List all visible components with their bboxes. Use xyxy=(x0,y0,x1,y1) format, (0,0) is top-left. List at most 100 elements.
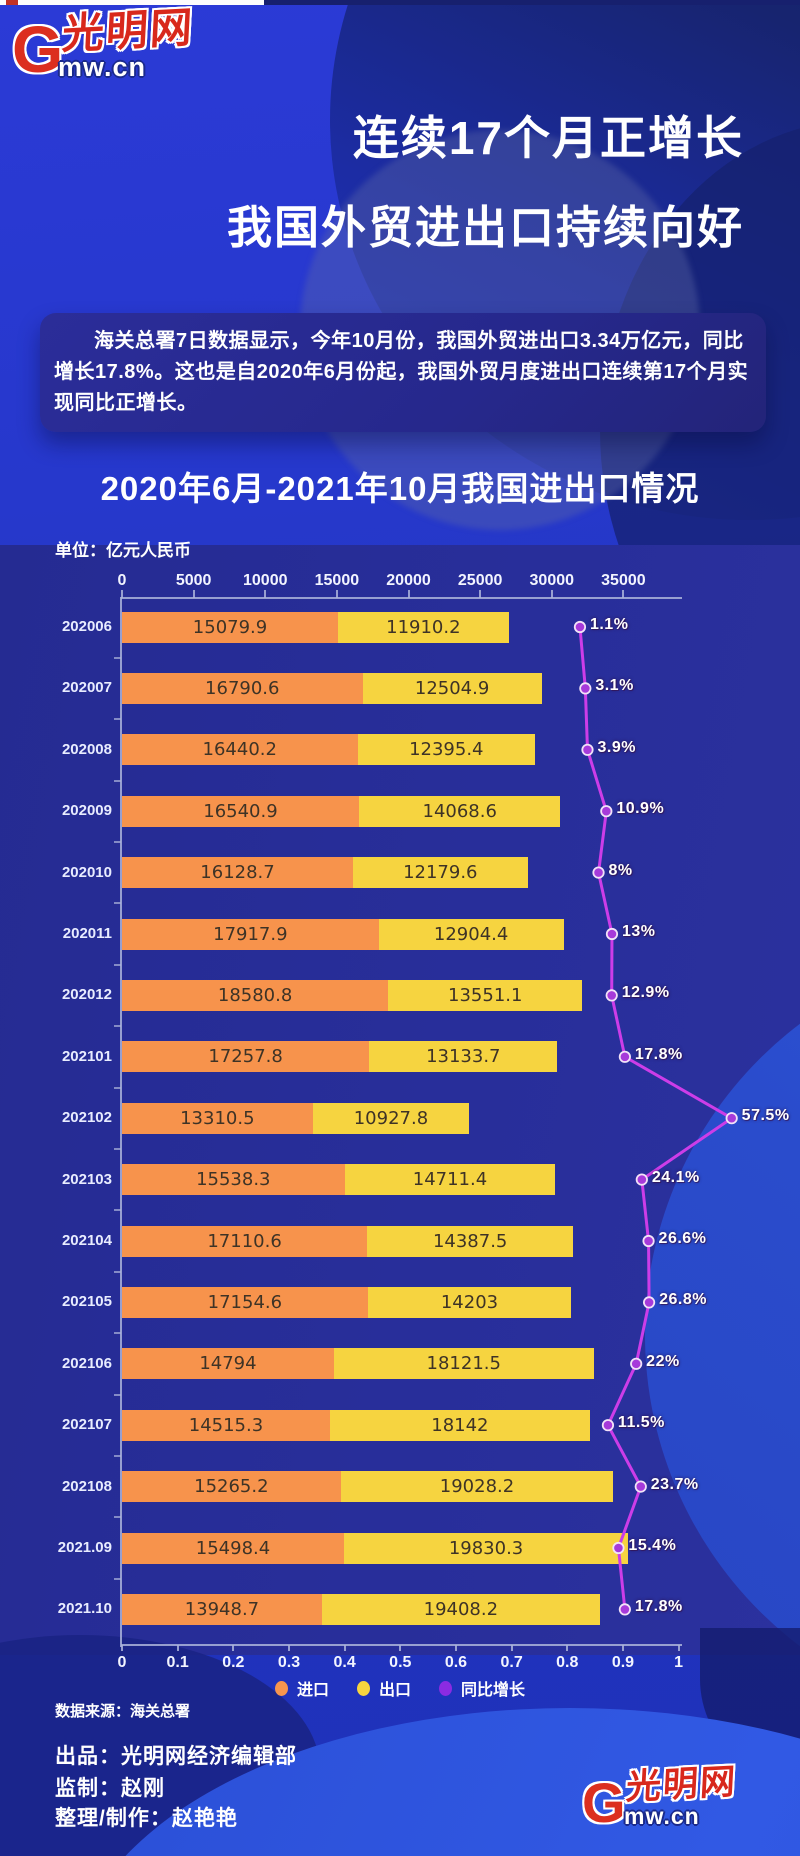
export-bar-value: 14203 xyxy=(440,1291,499,1313)
import-bar-value: 16540.9 xyxy=(203,800,278,822)
growth-value-label: 10.9% xyxy=(616,800,665,818)
import-bar-segment: 16440.2 xyxy=(122,734,358,766)
x-axis-bottom-tick-mark xyxy=(399,1645,402,1651)
import-bar-segment: 16790.6 xyxy=(122,672,363,704)
legend-dot-icon xyxy=(356,1680,370,1696)
growth-value-label: 13% xyxy=(621,923,656,940)
x-axis-top-tick-mark xyxy=(622,590,625,598)
y-axis-gap-tick xyxy=(114,1332,121,1335)
gmw-logo-bottom: G 光明网 mw.cn xyxy=(560,1755,790,1850)
y-axis-gap-tick xyxy=(114,718,121,721)
import-bar-segment: 14515.3 xyxy=(122,1409,330,1441)
import-bar-value: 15265.2 xyxy=(194,1476,269,1498)
import-bar-value: 17154.6 xyxy=(207,1291,283,1313)
bar-row-label: 202009 xyxy=(61,802,112,820)
export-bar-segment: 18142 xyxy=(329,1409,590,1441)
export-bar-segment: 14068.6 xyxy=(358,795,561,827)
export-bar-segment: 13133.7 xyxy=(369,1041,558,1073)
main-title-line1: 连续17个月正增长 xyxy=(352,112,744,164)
y-axis-gap-tick xyxy=(114,779,121,782)
import-bar-segment: 18580.8 xyxy=(122,979,389,1011)
bar-row-label: 2021.10 xyxy=(57,1600,112,1618)
x-axis-bottom-tick-mark xyxy=(621,1645,624,1651)
x-axis-bottom-tick-label: 0.1 xyxy=(166,1654,189,1671)
x-axis-bottom-line xyxy=(121,1644,682,1646)
import-bar-segment: 17257.8 xyxy=(122,1041,370,1073)
legend-label: 同比增长 xyxy=(461,1682,526,1699)
x-axis-bottom-tick-label: 0.7 xyxy=(500,1654,523,1671)
export-bar-value: 12395.4 xyxy=(409,739,484,761)
growth-value-label: 17.8% xyxy=(634,1598,683,1616)
growth-value-label: 17.8% xyxy=(634,1045,683,1063)
import-bar-value: 17917.9 xyxy=(213,923,288,945)
growth-value-label: 26.8% xyxy=(659,1291,707,1309)
growth-value-label: 3.9% xyxy=(597,738,636,756)
x-axis-top-tick-label: 35000 xyxy=(601,572,646,589)
growth-value-label: 1.1% xyxy=(589,616,629,633)
gmw-logo-top: G 光明网 mw.cn xyxy=(0,0,260,110)
intro-box: 海关总署7日数据显示，今年10月份，我国外贸进出口3.34万亿元，同比增长17.… xyxy=(40,313,766,432)
bar-row-label: 202010 xyxy=(61,863,112,881)
x-axis-top-tick-mark xyxy=(407,590,410,598)
credit-supervisor: 监制：赵刚 xyxy=(55,1777,165,1800)
growth-value-label: 23.7% xyxy=(650,1475,699,1493)
y-axis-gap-tick xyxy=(114,840,121,843)
x-axis-top-tick-label: 30000 xyxy=(529,572,575,589)
import-bar-segment: 17917.9 xyxy=(122,918,379,950)
x-axis-top-tick-label: 20000 xyxy=(386,572,431,589)
gmw-logo-chinese: 光明网 xyxy=(625,1762,738,1807)
import-bar-segment: 13948.7 xyxy=(122,1593,322,1625)
import-bar-value: 16128.7 xyxy=(200,862,275,884)
x-axis-bottom-tick-mark xyxy=(232,1645,235,1651)
bar-row-label: 202103 xyxy=(61,1170,112,1188)
import-bar-segment: 17154.6 xyxy=(122,1286,368,1318)
legend-label: 进口 xyxy=(296,1682,329,1699)
growth-value-label: 24.1% xyxy=(651,1168,700,1186)
import-bar-segment: 15498.4 xyxy=(122,1532,345,1564)
export-bar-segment: 14203 xyxy=(367,1286,572,1318)
export-bar-value: 14387.5 xyxy=(432,1230,508,1252)
x-axis-top-tick-label: 5000 xyxy=(175,572,212,589)
y-axis-gap-tick xyxy=(114,1025,121,1028)
export-bar-value: 13133.7 xyxy=(426,1046,501,1068)
x-axis-bottom-tick-mark xyxy=(677,1645,680,1651)
import-bar-segment: 15538.3 xyxy=(122,1164,345,1196)
x-axis-bottom-tick-mark xyxy=(176,1645,179,1651)
growth-value-label: 12.9% xyxy=(621,984,670,1002)
x-axis-top-tick-mark xyxy=(479,590,482,598)
x-axis-top-tick-mark xyxy=(192,590,195,598)
bar-row-label: 202012 xyxy=(61,986,112,1004)
y-axis-gap-tick xyxy=(114,1086,121,1089)
x-axis-bottom-tick-label: 0.6 xyxy=(444,1654,468,1671)
import-bar-value: 16790.6 xyxy=(205,677,280,699)
data-source-label: 数据来源：海关总署 xyxy=(55,1703,191,1720)
x-axis-bottom-tick-label: 0.9 xyxy=(611,1654,635,1671)
growth-value-label: 26.6% xyxy=(658,1230,707,1247)
legend-item: 进口 xyxy=(274,1676,329,1700)
x-axis-top-line xyxy=(121,597,682,599)
y-axis-gap-tick xyxy=(114,1147,121,1150)
credit-produced-by: 出品：光明网经济编辑部 xyxy=(55,1745,297,1768)
bar-row-label: 2021.09 xyxy=(57,1539,112,1556)
x-axis-bottom-tick-label: 0.3 xyxy=(277,1654,301,1671)
export-bar-value: 14711.4 xyxy=(412,1169,488,1191)
y-axis-gap-tick xyxy=(114,1454,121,1457)
export-bar-segment: 19408.2 xyxy=(321,1593,600,1625)
bar-row-label: 202105 xyxy=(61,1293,112,1311)
x-axis-top-tick-mark xyxy=(335,590,338,598)
import-bar-value: 15538.3 xyxy=(196,1169,271,1191)
intro-text: 海关总署7日数据显示，今年10月份，我国外贸进出口3.34万亿元，同比增长17.… xyxy=(54,330,749,414)
top-edge-strip-white xyxy=(0,0,264,5)
chart-legend: 进口 出口 同比增长 xyxy=(0,1676,800,1700)
x-axis-bottom-tick-mark xyxy=(287,1645,290,1651)
x-axis-bottom-tick-mark xyxy=(510,1645,513,1651)
y-axis-gap-tick xyxy=(114,1393,121,1396)
export-bar-segment: 12179.6 xyxy=(353,857,528,889)
x-axis-bottom-tick-label: 1 xyxy=(674,1654,684,1671)
import-bar-value: 14794 xyxy=(199,1353,257,1375)
export-bar-value: 18142 xyxy=(431,1414,489,1436)
growth-value-label: 22% xyxy=(646,1352,680,1370)
growth-value-label: 15.4% xyxy=(628,1537,677,1554)
